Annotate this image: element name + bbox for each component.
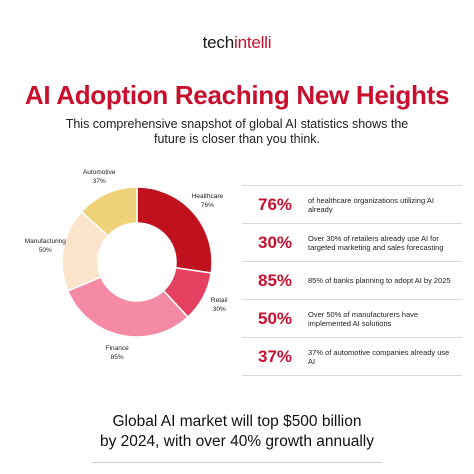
slice-value-label: 50% — [38, 247, 52, 255]
stat-description: of healthcare organizations utilizing AI… — [308, 195, 434, 214]
stat-value: 85% — [257, 270, 293, 290]
stat-row-retail: 30% Over 30% of retailers already use AI… — [242, 223, 462, 261]
stat-row-healthcare: 76% of healthcare organizations utilizin… — [242, 185, 462, 223]
slice-label-finance: Finance 85% — [87, 344, 147, 362]
stat-row-automotive: 37% 37% of automotive companies already … — [242, 337, 462, 376]
slice-category-label: Finance — [105, 344, 129, 352]
stat-value: 37% — [257, 346, 293, 366]
slice-value-label: 30% — [212, 306, 226, 314]
logo-text-tech: tech — [202, 33, 235, 52]
donut-chart — [61, 186, 213, 338]
slice-label-automotive: Automotive 37% — [69, 168, 129, 186]
donut-slice-healthcare — [136, 186, 213, 274]
stat-value: 30% — [257, 232, 293, 252]
stat-description: 85% of banks planning to adopt AI by 202… — [308, 276, 451, 285]
page-title: AI Adoption Reaching New Heights — [24, 80, 450, 110]
brand-logo: techintelli — [0, 33, 474, 53]
donut-slice-automotive — [80, 186, 138, 237]
stat-description: Over 50% of manufacturers have implement… — [308, 309, 419, 328]
slice-value-label: 85% — [110, 353, 124, 361]
stat-row-manufacturing: 50% Over 50% of manufacturers have imple… — [242, 299, 462, 337]
stat-value: 76% — [257, 194, 293, 214]
stat-description: Over 30% of retailers already use AI for… — [308, 233, 444, 252]
stats-list: 76% of healthcare organizations utilizin… — [242, 185, 462, 376]
stat-value: 50% — [257, 308, 293, 328]
slice-category-label: Manufacturing — [24, 238, 66, 246]
footer-line-1: Global AI market will top $500 billion — [112, 413, 362, 430]
stat-row-finance: 85% 85% of banks planning to adopt AI by… — [242, 261, 462, 299]
footer-callout: Global AI market will top $500 billion b… — [0, 412, 474, 452]
footer-line-2: by 2024, with over 40% growth annually — [100, 433, 374, 450]
logo-text-intelli: intelli — [234, 33, 272, 52]
slice-label-retail: Retail 30% — [189, 296, 249, 314]
slice-label-manufacturing: Manufacturing 50% — [15, 237, 75, 255]
slice-category-label: Automotive — [82, 169, 116, 176]
slice-label-healthcare: Healthcare 76% — [177, 192, 237, 210]
slice-category-label: Healthcare — [191, 193, 224, 201]
stat-description: 37% of automotive companies already use … — [308, 347, 450, 366]
footer-divider — [92, 462, 382, 463]
slice-value-label: 76% — [200, 202, 214, 210]
slice-value-label: 37% — [92, 178, 106, 185]
slice-category-label: Retail — [210, 297, 228, 305]
donut-slice-finance — [66, 276, 189, 338]
page-subtitle: This comprehensive snapshot of global AI… — [65, 117, 409, 146]
